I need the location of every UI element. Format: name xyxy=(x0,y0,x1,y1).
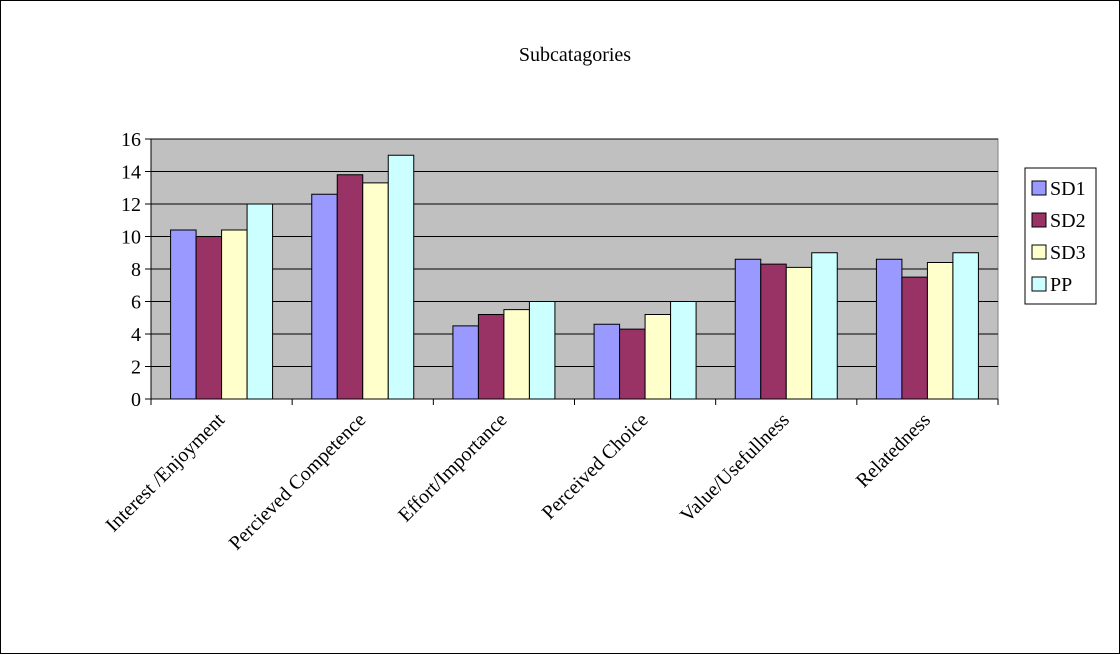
legend-swatch xyxy=(1031,244,1047,260)
y-tick-label: 4 xyxy=(131,324,141,346)
bar-pp xyxy=(528,301,556,400)
bar-sd1 xyxy=(452,325,479,400)
y-tick-label: 0 xyxy=(131,389,141,411)
y-tick-label: 14 xyxy=(121,162,141,184)
x-tick-label: Relatedness xyxy=(852,409,935,492)
bar-sd1 xyxy=(875,258,903,400)
bar-sd3 xyxy=(644,314,672,400)
bar-sd2 xyxy=(336,174,364,400)
legend-label: SD1 xyxy=(1050,178,1086,200)
bar-sd2 xyxy=(195,236,223,400)
x-tick-label: Perceived Choice xyxy=(538,409,653,524)
bar-pp xyxy=(387,154,415,400)
bar-sd3 xyxy=(503,309,530,400)
legend-swatch xyxy=(1031,180,1047,196)
y-tick-label: 16 xyxy=(121,129,141,151)
bar-pp xyxy=(952,252,979,400)
bar-sd3 xyxy=(221,229,248,400)
bar-sd1 xyxy=(593,323,621,400)
y-tick-label: 6 xyxy=(131,292,141,314)
bar-sd1 xyxy=(734,258,762,400)
bar-sd2 xyxy=(477,314,505,400)
bar-sd3 xyxy=(926,262,954,400)
bar-pp xyxy=(811,252,838,400)
legend-label: SD2 xyxy=(1050,210,1086,232)
x-tick-label: Interest /Enjoyment xyxy=(102,409,230,537)
legend-swatch xyxy=(1031,276,1047,292)
x-tick-label: Value/Usefullness xyxy=(676,409,794,527)
x-tick-label: Percieved Competence xyxy=(225,409,371,555)
legend-swatch xyxy=(1031,212,1047,228)
bar-pp xyxy=(670,301,697,400)
bar-sd3 xyxy=(785,266,813,400)
bar-sd1 xyxy=(170,229,197,400)
y-tick-label: 12 xyxy=(121,194,141,216)
bar-sd2 xyxy=(619,328,646,400)
chart-title: Subcatagories xyxy=(519,44,631,66)
gridlines xyxy=(151,138,998,367)
bar-sd2 xyxy=(760,263,787,400)
y-tick-label: 2 xyxy=(131,357,141,379)
legend-label: PP xyxy=(1050,274,1072,296)
legend-label: SD3 xyxy=(1050,242,1086,264)
legend: SD1 SD2 SD3 PP xyxy=(1024,167,1097,305)
bar-sd1 xyxy=(311,193,338,400)
bar-sd3 xyxy=(362,182,389,400)
bars xyxy=(170,154,979,400)
bar-pp xyxy=(246,203,274,400)
y-tick-label: 10 xyxy=(121,227,141,249)
x-tick-label: Effort/Importance xyxy=(394,409,511,526)
bar-sd2 xyxy=(901,276,928,400)
y-tick-label: 8 xyxy=(131,259,141,281)
